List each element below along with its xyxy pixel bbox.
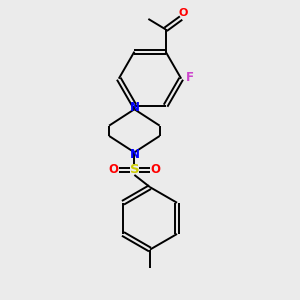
Text: O: O xyxy=(179,8,188,18)
Text: S: S xyxy=(130,163,139,176)
Text: N: N xyxy=(129,101,140,114)
Text: F: F xyxy=(186,71,194,84)
Text: O: O xyxy=(108,163,118,176)
Text: O: O xyxy=(151,163,161,176)
Text: N: N xyxy=(129,148,140,161)
